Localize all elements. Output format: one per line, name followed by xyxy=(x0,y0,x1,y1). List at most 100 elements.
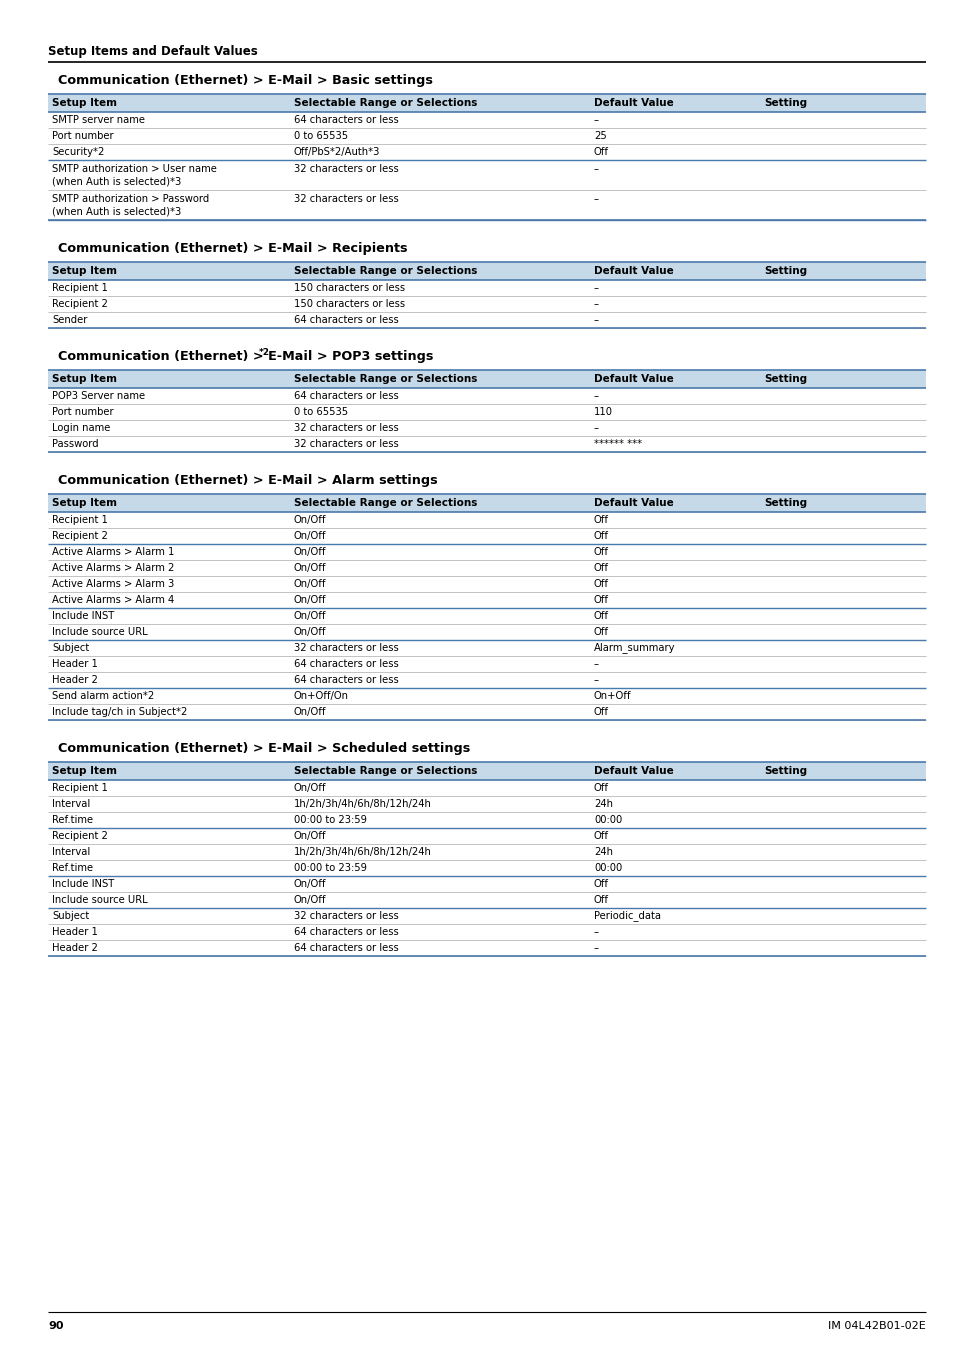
Text: Communication (Ethernet) > E-Mail > Recipients: Communication (Ethernet) > E-Mail > Reci… xyxy=(58,242,407,255)
Text: Port number: Port number xyxy=(52,131,113,140)
Text: –: – xyxy=(594,163,598,174)
Text: Recipient 1: Recipient 1 xyxy=(52,783,108,792)
Text: Default Value: Default Value xyxy=(594,266,673,275)
Text: Include source URL: Include source URL xyxy=(52,626,148,637)
Text: –: – xyxy=(594,315,598,325)
Text: –: – xyxy=(594,675,598,684)
Text: 25: 25 xyxy=(594,131,606,140)
Text: *2: *2 xyxy=(259,348,270,356)
Text: Off: Off xyxy=(594,707,608,717)
Text: Selectable Range or Selections: Selectable Range or Selections xyxy=(294,498,476,508)
Text: Default Value: Default Value xyxy=(594,765,673,776)
Text: On+Off: On+Off xyxy=(594,691,631,701)
Text: Include tag/ch in Subject*2: Include tag/ch in Subject*2 xyxy=(52,707,187,717)
Text: Communication (Ethernet) > E-Mail > Alarm settings: Communication (Ethernet) > E-Mail > Alar… xyxy=(58,474,437,487)
Text: Port number: Port number xyxy=(52,406,113,417)
Text: Selectable Range or Selections: Selectable Range or Selections xyxy=(294,374,476,383)
Text: On/Off: On/Off xyxy=(294,579,326,589)
Text: 90: 90 xyxy=(48,1322,64,1331)
Text: On/Off: On/Off xyxy=(294,626,326,637)
Text: Login name: Login name xyxy=(52,423,111,433)
Text: SMTP authorization > User name: SMTP authorization > User name xyxy=(52,163,216,174)
Text: 64 characters or less: 64 characters or less xyxy=(294,659,398,670)
Text: 00:00 to 23:59: 00:00 to 23:59 xyxy=(294,815,367,825)
Text: Off: Off xyxy=(594,595,608,605)
Text: 64 characters or less: 64 characters or less xyxy=(294,927,398,937)
Text: Alarm_summary: Alarm_summary xyxy=(594,643,675,653)
Text: Recipient 2: Recipient 2 xyxy=(52,531,108,541)
Text: Setup Item: Setup Item xyxy=(52,374,117,383)
Text: 32 characters or less: 32 characters or less xyxy=(294,911,398,921)
Text: –: – xyxy=(594,392,598,401)
Text: 110: 110 xyxy=(594,406,613,417)
Text: (when Auth is selected)*3: (when Auth is selected)*3 xyxy=(52,207,181,216)
Text: Communication (Ethernet) > E-Mail > Scheduled settings: Communication (Ethernet) > E-Mail > Sche… xyxy=(58,741,470,755)
Text: Selectable Range or Selections: Selectable Range or Selections xyxy=(294,266,476,275)
Text: Recipient 1: Recipient 1 xyxy=(52,284,108,293)
Text: Off: Off xyxy=(594,879,608,890)
Text: Default Value: Default Value xyxy=(594,374,673,383)
Text: Setup Item: Setup Item xyxy=(52,765,117,776)
Text: Off: Off xyxy=(594,547,608,558)
Text: 64 characters or less: 64 characters or less xyxy=(294,675,398,684)
Text: Communication (Ethernet) > E-Mail > Basic settings: Communication (Ethernet) > E-Mail > Basi… xyxy=(58,74,433,86)
Text: –: – xyxy=(594,284,598,293)
Text: POP3 Server name: POP3 Server name xyxy=(52,392,145,401)
Text: Send alarm action*2: Send alarm action*2 xyxy=(52,691,154,701)
Text: On/Off: On/Off xyxy=(294,832,326,841)
Text: Interval: Interval xyxy=(52,799,91,809)
Text: Setup Item: Setup Item xyxy=(52,99,117,108)
Text: Default Value: Default Value xyxy=(594,99,673,108)
Text: Header 2: Header 2 xyxy=(52,675,98,684)
Text: Off: Off xyxy=(594,895,608,905)
Text: Setting: Setting xyxy=(763,498,806,508)
Text: –: – xyxy=(594,194,598,204)
Text: Selectable Range or Selections: Selectable Range or Selections xyxy=(294,99,476,108)
Text: Setting: Setting xyxy=(763,765,806,776)
Text: Setup Item: Setup Item xyxy=(52,498,117,508)
Text: On+Off/On: On+Off/On xyxy=(294,691,349,701)
Text: Setting: Setting xyxy=(763,374,806,383)
Text: Periodic_data: Periodic_data xyxy=(594,910,660,922)
Text: 32 characters or less: 32 characters or less xyxy=(294,439,398,450)
Text: IM 04L42B01-02E: IM 04L42B01-02E xyxy=(827,1322,925,1331)
Text: 0 to 65535: 0 to 65535 xyxy=(294,131,348,140)
Text: On/Off: On/Off xyxy=(294,514,326,525)
Text: Selectable Range or Selections: Selectable Range or Selections xyxy=(294,765,476,776)
Text: Recipient 1: Recipient 1 xyxy=(52,514,108,525)
Text: Include source URL: Include source URL xyxy=(52,895,148,905)
Text: Off: Off xyxy=(594,531,608,541)
Bar xyxy=(48,370,925,387)
Text: On/Off: On/Off xyxy=(294,879,326,890)
Text: 00:00: 00:00 xyxy=(594,863,621,873)
Text: On/Off: On/Off xyxy=(294,531,326,541)
Text: 0 to 65535: 0 to 65535 xyxy=(294,406,348,417)
Text: 64 characters or less: 64 characters or less xyxy=(294,115,398,126)
Bar xyxy=(48,262,925,279)
Text: –: – xyxy=(594,659,598,670)
Text: Ref.time: Ref.time xyxy=(52,815,93,825)
Text: Recipient 2: Recipient 2 xyxy=(52,298,108,309)
Text: ****** ***: ****** *** xyxy=(594,439,641,450)
Text: Subject: Subject xyxy=(52,911,90,921)
Text: On/Off: On/Off xyxy=(294,595,326,605)
Text: –: – xyxy=(594,927,598,937)
Text: Active Alarms > Alarm 3: Active Alarms > Alarm 3 xyxy=(52,579,174,589)
Text: 00:00: 00:00 xyxy=(594,815,621,825)
Text: On/Off: On/Off xyxy=(294,563,326,572)
Text: Subject: Subject xyxy=(52,643,90,653)
Text: Header 2: Header 2 xyxy=(52,944,98,953)
Text: 64 characters or less: 64 characters or less xyxy=(294,392,398,401)
Text: Active Alarms > Alarm 1: Active Alarms > Alarm 1 xyxy=(52,547,174,558)
Text: Off: Off xyxy=(594,147,608,157)
Text: Setting: Setting xyxy=(763,266,806,275)
Text: Off: Off xyxy=(594,514,608,525)
Text: On/Off: On/Off xyxy=(294,612,326,621)
Text: Default Value: Default Value xyxy=(594,498,673,508)
Text: Recipient 2: Recipient 2 xyxy=(52,832,108,841)
Text: Active Alarms > Alarm 2: Active Alarms > Alarm 2 xyxy=(52,563,174,572)
Text: Setup Item: Setup Item xyxy=(52,266,117,275)
Bar xyxy=(48,494,925,512)
Text: 32 characters or less: 32 characters or less xyxy=(294,423,398,433)
Text: Off: Off xyxy=(594,563,608,572)
